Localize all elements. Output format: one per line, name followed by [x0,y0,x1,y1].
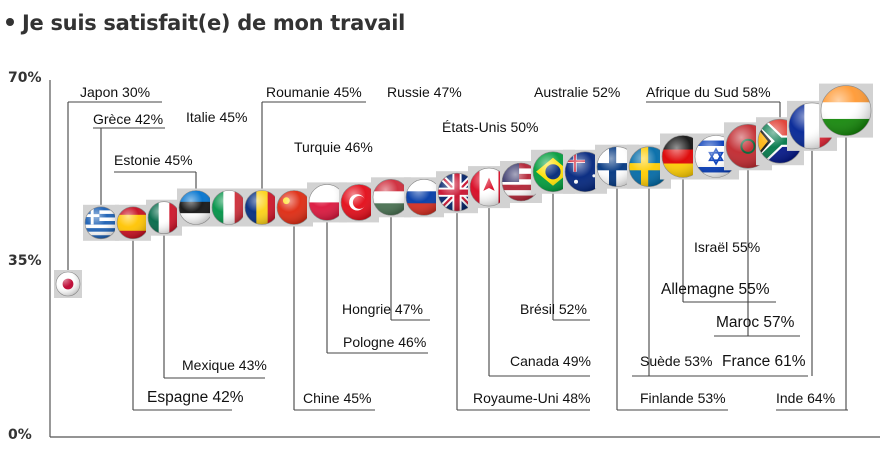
chart-title: Je suis satisfait(e) de mon travail [6,11,405,35]
y-tick-70: 70% [8,70,42,86]
country-label: Pologne 46% [343,334,427,350]
country-label: Hongrie 47% [342,301,423,317]
country-label: Espagne 42% [147,389,244,406]
y-tick-35: 35% [8,253,42,269]
country-label: Afrique du Sud 58% [646,84,771,100]
country-label: Roumanie 45% [266,84,362,100]
flag-gloss [179,190,213,225]
country-label: Turquie 46% [294,139,373,155]
flag-gloss [438,173,476,212]
country-label: États-Unis 50% [442,119,539,135]
leader-line [326,220,428,354]
country-label: Grèce 42% [93,111,164,127]
leader-line [488,206,590,377]
leader-line [163,233,265,379]
country-label: Russie 47% [387,84,462,100]
flag-gloss [212,190,246,225]
flag-gloss [148,201,180,234]
leader-line [67,101,162,272]
country-label: Australie 52% [534,84,621,100]
country-label: Finlande 53% [640,390,726,406]
leader-line [682,177,776,303]
flag-gloss [85,206,117,239]
y-tick-0: 0% [8,427,32,443]
leader-line [261,101,366,191]
country-label: Brésil 52% [520,301,587,317]
flag-gloss [406,179,442,216]
flag-gloss [117,206,149,239]
title-bullet [6,18,14,26]
flag-gloss [245,190,279,225]
flag-gloss [821,85,871,136]
leader-line [646,101,781,120]
flag-gloss [502,163,540,201]
country-label: Suède 53% [640,353,713,369]
flag-outline [55,271,81,297]
leader-line [632,186,720,377]
flag-gloss [277,190,311,225]
flag-gloss [470,168,508,207]
country-label: Chine 45% [303,390,372,406]
flag-markers [54,83,873,298]
flag-gloss [629,146,669,187]
leader-line [114,171,197,191]
leader-lines [67,101,848,411]
country-label: Allemagne 55% [661,281,770,298]
leader-line [456,211,590,411]
country-label: Japon 30% [80,84,151,100]
flag-gloss [56,272,80,296]
country-label: Italie 45% [186,109,248,125]
country-label: Canada 49% [510,353,591,369]
leader-line [552,191,590,321]
leader-line [93,127,165,207]
country-label: Estonie 45% [114,152,193,168]
flag-gloss [341,184,377,221]
flag-gloss [373,179,409,216]
country-label: Maroc 57% [716,314,795,331]
country-label: France 61% [722,353,806,370]
leader-line [390,215,430,321]
country-label: Israël 55% [694,239,761,255]
leader-line [132,238,232,411]
leader-line [293,224,375,411]
leader-line [616,186,728,411]
flag-gloss [309,184,345,221]
leader-line [776,135,848,411]
chart-title-text: Je suis satisfait(e) de mon travail [22,11,406,35]
country-label: Mexique 43% [182,357,267,373]
leader-line [718,148,813,377]
country-label: Royaume-Uni 48% [473,390,591,406]
country-label: Inde 64% [776,390,836,406]
leader-line [714,168,800,337]
flag-outline [820,85,872,136]
